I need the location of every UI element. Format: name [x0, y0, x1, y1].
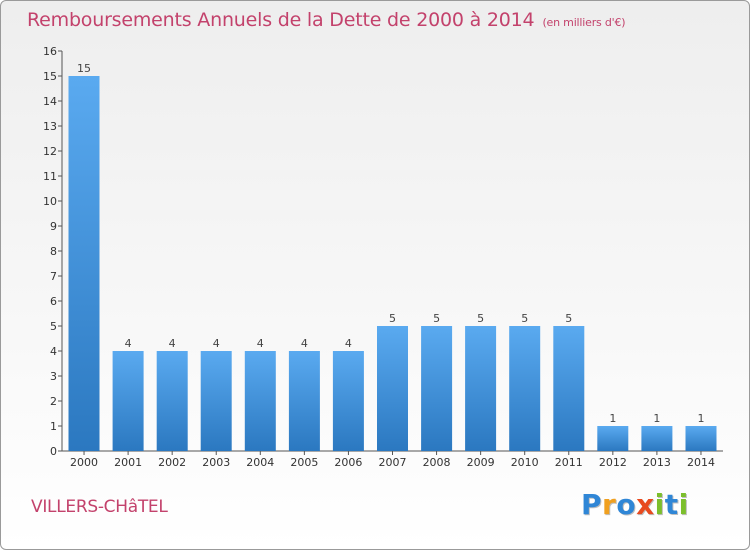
bar — [112, 351, 144, 451]
data-label: 4 — [345, 337, 352, 350]
bar — [465, 326, 497, 451]
data-label: 5 — [521, 312, 528, 325]
data-label: 5 — [433, 312, 440, 325]
data-label: 4 — [125, 337, 132, 350]
y-tick-label: 16 — [43, 45, 57, 58]
y-tick-label: 10 — [43, 195, 57, 208]
unit-note: (en milliers d'€) — [542, 16, 626, 29]
y-tick-label: 2 — [50, 395, 57, 408]
x-tick-label: 2003 — [202, 456, 230, 469]
bar — [377, 326, 408, 451]
bar — [553, 326, 585, 451]
x-tick-label: 2014 — [687, 456, 715, 469]
bar — [68, 76, 100, 451]
y-tick-label: 3 — [50, 370, 57, 383]
x-tick-label: 2008 — [423, 456, 451, 469]
y-tick-label: 4 — [50, 345, 57, 358]
data-label: 4 — [213, 337, 220, 350]
proxiti-logo: Proxiti — [581, 488, 689, 521]
y-tick-label: 8 — [50, 245, 57, 258]
bar — [685, 426, 717, 451]
data-label: 1 — [653, 412, 660, 425]
bar — [244, 351, 276, 451]
data-label: 1 — [697, 412, 704, 425]
data-label: 5 — [389, 312, 396, 325]
x-tick-label: 2006 — [334, 456, 362, 469]
x-tick-label: 2010 — [511, 456, 539, 469]
bar — [332, 351, 364, 451]
y-tick-label: 6 — [50, 295, 57, 308]
x-tick-label: 2005 — [290, 456, 318, 469]
y-tick-label: 11 — [43, 170, 57, 183]
data-label: 4 — [169, 337, 176, 350]
bar — [288, 351, 320, 451]
commune-name: VILLERS-CHâTEL — [31, 497, 168, 517]
x-tick-label: 2007 — [379, 456, 407, 469]
bar — [597, 426, 629, 451]
bar — [421, 326, 453, 451]
x-tick-label: 2004 — [246, 456, 274, 469]
x-tick-label: 2002 — [158, 456, 186, 469]
y-tick-label: 12 — [43, 145, 57, 158]
y-tick-label: 14 — [43, 95, 57, 108]
bar — [509, 326, 541, 451]
bar — [200, 351, 232, 451]
x-tick-label: 2001 — [114, 456, 142, 469]
data-label: 5 — [477, 312, 484, 325]
data-label: 15 — [77, 62, 91, 75]
x-tick-label: 2011 — [555, 456, 583, 469]
x-tick-label: 2000 — [70, 456, 98, 469]
y-tick-label: 5 — [50, 320, 57, 333]
chart-title-text: Remboursements Annuels de la Dette de 20… — [27, 9, 535, 31]
bar — [641, 426, 673, 451]
chart-title: Remboursements Annuels de la Dette de 20… — [27, 9, 626, 31]
x-tick-label: 2012 — [599, 456, 627, 469]
y-tick-label: 7 — [50, 270, 57, 283]
data-label: 4 — [257, 337, 264, 350]
y-tick-label: 13 — [43, 120, 57, 133]
bar — [156, 351, 188, 451]
y-tick-label: 15 — [43, 70, 57, 83]
data-label: 5 — [565, 312, 572, 325]
data-label: 4 — [301, 337, 308, 350]
data-label: 1 — [609, 412, 616, 425]
y-tick-label: 1 — [50, 420, 57, 433]
y-tick-label: 0 — [50, 445, 57, 458]
x-tick-label: 2009 — [467, 456, 495, 469]
y-tick-label: 9 — [50, 220, 57, 233]
x-tick-label: 2013 — [643, 456, 671, 469]
